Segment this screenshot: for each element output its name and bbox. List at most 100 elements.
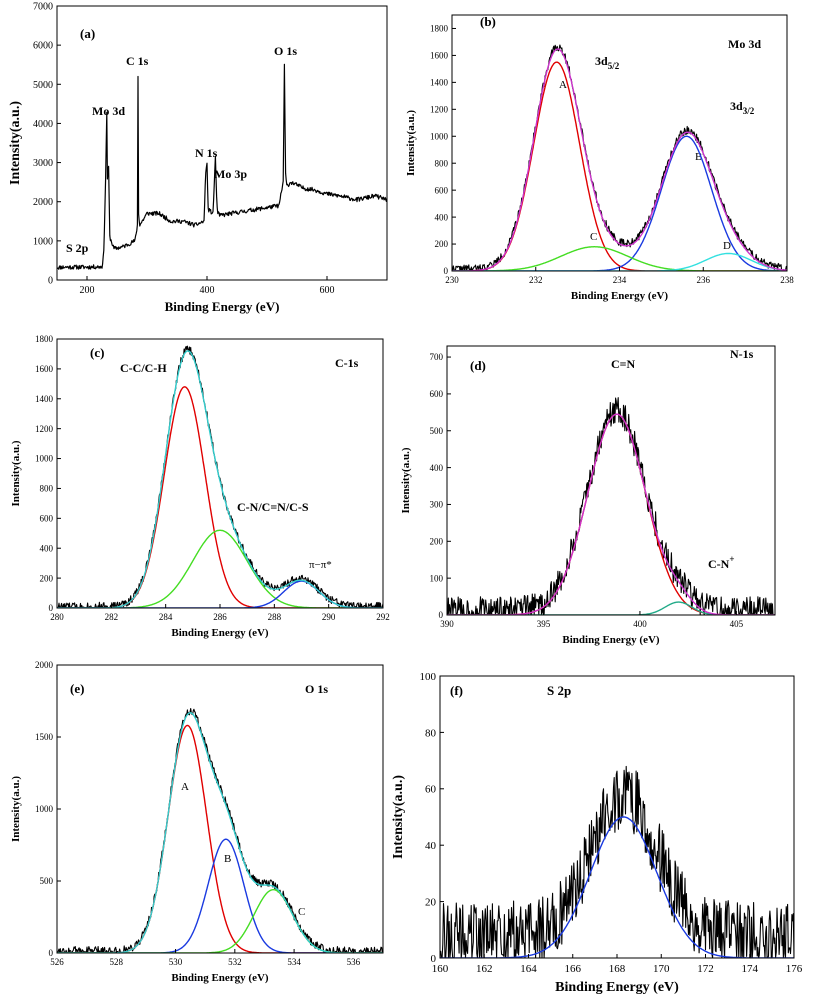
panel-e-label: (e) bbox=[70, 681, 84, 696]
ytick-label-c-0: 0 bbox=[49, 603, 54, 613]
chart-d: 390 395 400 405 0 100 200 300 400 500 600 700 Bindin… bbox=[400, 345, 776, 646]
ytick-label-c-7: 1400 bbox=[35, 394, 54, 404]
xtick-label-f-6: 172 bbox=[697, 963, 714, 975]
xtick-label-f-7: 174 bbox=[742, 963, 759, 975]
ytick-label-e-1: 500 bbox=[40, 876, 54, 886]
chart-a: 200 400 60001000200030004000500060007000Bi… bbox=[8, 2, 388, 314]
ytick-label-e-2: 1000 bbox=[35, 804, 54, 814]
ytick-label-e-4: 2000 bbox=[35, 660, 54, 670]
ytick-label-c-1: 200 bbox=[40, 573, 54, 583]
panel-d: (d) N-1s C=N C-N+ bbox=[470, 347, 754, 571]
ytick-label-b-6: 1200 bbox=[430, 104, 449, 114]
xlabel-c: Binding Energy (eV) bbox=[171, 627, 269, 639]
chart-e: 526 528 530 532 534 536 0 500 1000 1500 2000 Bindin… bbox=[10, 660, 384, 984]
ytick-label-e-0: 0 bbox=[49, 948, 54, 958]
ytick-label-a-0: 0 bbox=[48, 276, 53, 287]
chart-b: 230 232 234 236 238 0 200 400 600 800 1000 1200 1400… bbox=[405, 14, 794, 302]
ylabel-c: Intensity(a.u.) bbox=[10, 440, 22, 506]
ytick-label-b-7: 1400 bbox=[430, 78, 449, 88]
peak-e-1 bbox=[57, 838, 383, 953]
xtick-label-f-1: 162 bbox=[476, 963, 493, 975]
ytick-label-a-4: 4000 bbox=[33, 119, 53, 130]
ytick-label-d-1: 100 bbox=[430, 573, 444, 583]
ytick-label-d-5: 500 bbox=[430, 426, 444, 436]
ytick-label-b-3: 600 bbox=[435, 185, 449, 195]
ytick-label-d-6: 600 bbox=[430, 389, 444, 399]
xtick-label-f-2: 164 bbox=[520, 963, 537, 975]
series-a-0 bbox=[57, 63, 387, 270]
ytick-label-a-6: 6000 bbox=[33, 41, 53, 52]
panel-a-anno-s2p: S 2p bbox=[66, 241, 89, 255]
xtick-label-f-8: 176 bbox=[786, 963, 803, 975]
xtick-label-d-0: 390 bbox=[440, 619, 454, 629]
ytick-label-a-3: 3000 bbox=[33, 158, 53, 169]
panel-a-anno-o1s: O 1s bbox=[274, 44, 297, 58]
panel-a-label: (a) bbox=[80, 26, 95, 41]
ytick-label-c-9: 1800 bbox=[35, 334, 54, 344]
ytick-label-d-4: 400 bbox=[430, 463, 444, 473]
ytick-label-b-5: 1000 bbox=[430, 131, 449, 141]
panel-a: (a) S 2p Mo 3d C 1s N 1s Mo 3p O 1s bbox=[66, 26, 297, 255]
xtick-label-c-2: 284 bbox=[159, 612, 173, 622]
xtick-label-e-2: 530 bbox=[169, 957, 183, 967]
peak-b-3 bbox=[452, 252, 787, 271]
xtick-label-e-0: 526 bbox=[50, 957, 64, 967]
panel-a-anno-n1s: N 1s bbox=[195, 146, 218, 160]
xlabel-d: Binding Energy (eV) bbox=[562, 634, 660, 646]
ytick-label-c-5: 1000 bbox=[35, 454, 54, 464]
panel-b-anno-d: D bbox=[723, 240, 731, 252]
envelope-b bbox=[452, 48, 787, 271]
xtick-label-e-1: 528 bbox=[110, 957, 124, 967]
xtick-label-d-2: 400 bbox=[633, 619, 647, 629]
plot-frame-d bbox=[446, 345, 776, 616]
xtick-label-a-0: 200 bbox=[80, 285, 95, 296]
xtick-label-a-1: 400 bbox=[200, 285, 215, 296]
panel-c-label: (c) bbox=[90, 345, 104, 360]
panel-b-label: (b) bbox=[480, 14, 496, 29]
ylabel-b: Intensity(a.u.) bbox=[405, 110, 417, 176]
panel-d-anno-cnplus: C-N+ bbox=[708, 554, 734, 571]
xlabel-f: Binding Energy (eV) bbox=[555, 980, 679, 995]
xtick-label-b-1: 232 bbox=[529, 275, 543, 285]
xtick-label-b-2: 234 bbox=[613, 275, 627, 285]
xtick-label-e-4: 534 bbox=[287, 957, 301, 967]
panel-c-title: C-1s bbox=[335, 356, 359, 370]
panel-b-title: Mo 3d bbox=[728, 37, 761, 51]
ytick-label-b-0: 0 bbox=[444, 266, 449, 276]
xtick-label-b-4: 238 bbox=[780, 275, 794, 285]
panel-f-title: S 2p bbox=[547, 683, 571, 698]
xtick-label-c-4: 288 bbox=[268, 612, 282, 622]
xtick-label-b-0: 230 bbox=[445, 275, 459, 285]
xtick-label-c-1: 282 bbox=[105, 612, 119, 622]
ytick-label-f-5: 100 bbox=[420, 671, 437, 683]
xlabel-a: Binding Energy (eV) bbox=[165, 299, 280, 314]
panel-a-anno-mo3d: Mo 3d bbox=[92, 104, 125, 118]
panel-d-anno-cn: C=N bbox=[611, 357, 636, 371]
peak-b-2 bbox=[452, 246, 787, 271]
xtick-label-a-2: 600 bbox=[320, 285, 335, 296]
xtick-label-d-1: 395 bbox=[537, 619, 551, 629]
panel-a-anno-mo3p: Mo 3p bbox=[214, 167, 247, 181]
panel-b-anno-c: C bbox=[590, 231, 597, 243]
panel-e-anno-b: B bbox=[224, 853, 231, 865]
panel-b-anno-b: B bbox=[695, 151, 702, 163]
xtick-label-c-3: 286 bbox=[213, 612, 227, 622]
panel-b-anno-a: A bbox=[559, 79, 567, 91]
xtick-label-c-0: 280 bbox=[50, 612, 64, 622]
chart-a-plot bbox=[57, 63, 387, 270]
ytick-label-b-2: 400 bbox=[435, 212, 449, 222]
raw-data-d bbox=[447, 397, 775, 615]
panel-f: (f) S 2p bbox=[450, 683, 571, 698]
ytick-label-b-1: 200 bbox=[435, 239, 449, 249]
ytick-label-c-6: 1200 bbox=[35, 424, 54, 434]
ytick-label-f-2: 40 bbox=[425, 840, 437, 852]
ytick-label-a-7: 7000 bbox=[33, 2, 53, 13]
xlabel-e: Binding Energy (eV) bbox=[171, 972, 269, 984]
panel-c-anno-cc: C-C/C-H bbox=[120, 361, 167, 375]
ytick-label-d-3: 300 bbox=[430, 500, 444, 510]
ytick-label-a-2: 2000 bbox=[33, 197, 53, 208]
ylabel-e: Intensity(a.u.) bbox=[10, 776, 22, 842]
ytick-label-f-1: 20 bbox=[425, 896, 437, 908]
panel-e-title: O 1s bbox=[305, 682, 328, 696]
